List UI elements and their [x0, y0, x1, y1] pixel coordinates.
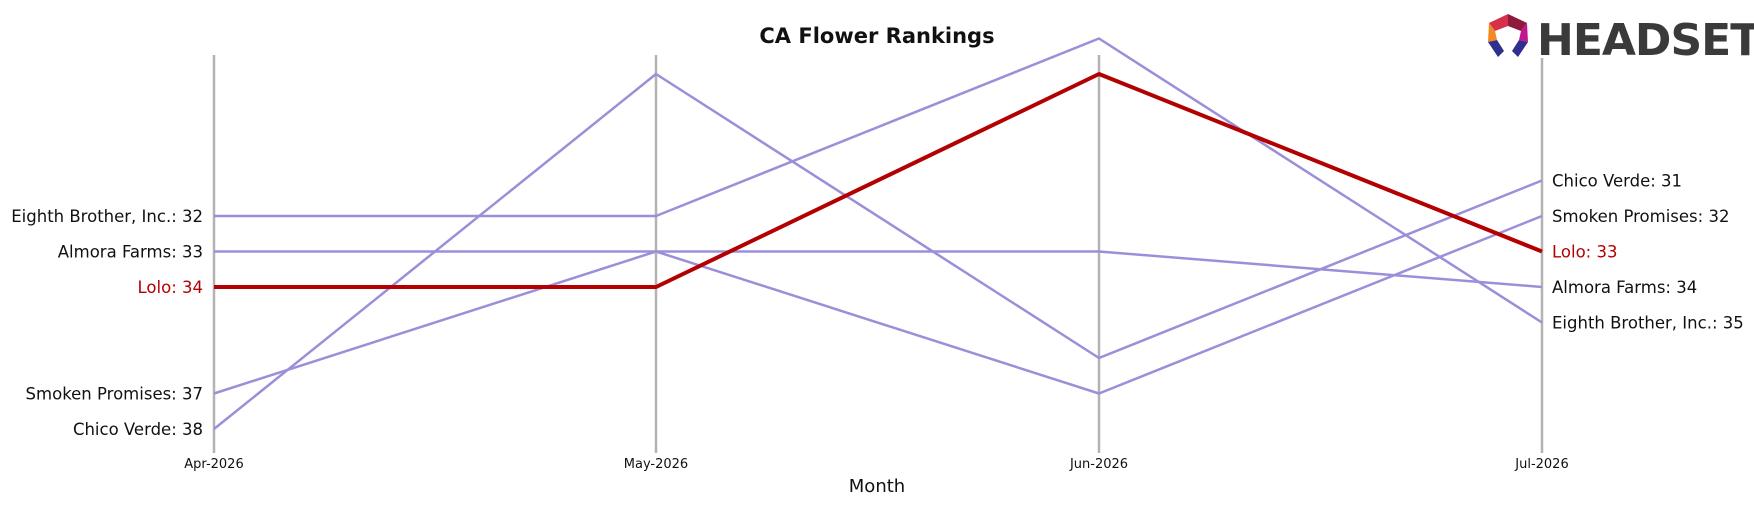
series-labels: Eighth Brother, Inc.: 32 Almora Farms: 33… [11, 172, 1744, 440]
series-lines [213, 37, 1543, 430]
month-axes [212, 55, 1544, 453]
chart-title: CA Flower Rankings [759, 24, 994, 48]
series-start-label: Almora Farms: 33 [58, 243, 203, 262]
series-end-label: Almora Farms: 34 [1552, 278, 1697, 297]
x-tick-labels: Apr-2026 May-2026 Jun-2026 Jul-2026 [184, 457, 1568, 472]
series-start-label: Chico Verde: 38 [73, 420, 203, 439]
x-tick-label: Jul-2026 [1514, 457, 1568, 472]
series-line [214, 37, 1543, 324]
series-line [214, 72, 1543, 289]
series-start-label: Eighth Brother, Inc.: 32 [11, 207, 203, 226]
x-tick-label: Jun-2026 [1069, 457, 1128, 472]
series-start-label: Smoken Promises: 37 [26, 385, 203, 404]
series-end-label: Smoken Promises: 32 [1552, 207, 1729, 226]
x-tick-label: May-2026 [624, 457, 688, 472]
series-end-label: Eighth Brother, Inc.: 35 [1552, 314, 1744, 333]
series-line [213, 72, 1543, 430]
headset-logo-icon [1488, 14, 1528, 57]
x-tick-label: Apr-2026 [184, 457, 243, 472]
headset-logo: HEADSET [1488, 14, 1754, 66]
series-line [213, 214, 1543, 395]
series-end-label: Lolo: 33 [1552, 243, 1617, 262]
series-end-label: Chico Verde: 31 [1552, 172, 1682, 191]
series-start-label: Lolo: 34 [138, 278, 203, 297]
x-axis-label: Month [849, 476, 905, 497]
headset-logo-text: HEADSET [1537, 15, 1754, 66]
